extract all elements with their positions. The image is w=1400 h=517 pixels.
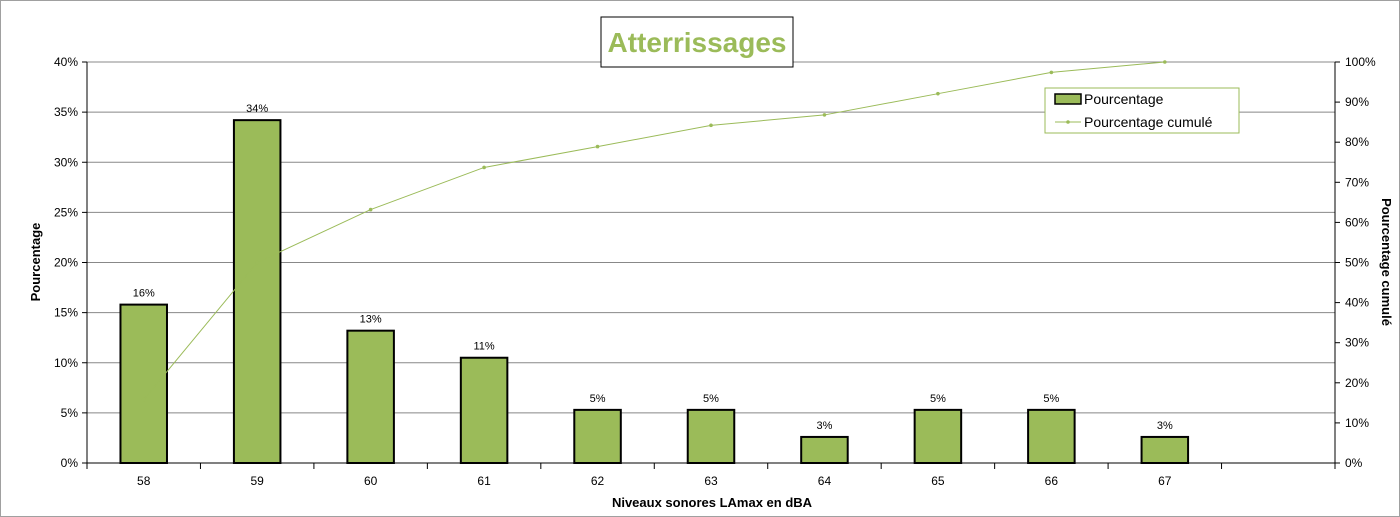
legend: Pourcentage Pourcentage cumulé — [1044, 87, 1240, 134]
bar — [346, 329, 395, 465]
x-tick-label: 58 — [137, 474, 151, 488]
y-tick-label: 40% — [54, 55, 78, 69]
x-tick-label: 59 — [251, 474, 265, 488]
bar — [573, 408, 622, 464]
line-point — [1049, 70, 1054, 75]
data-label: 5% — [1043, 393, 1059, 405]
line-point — [141, 397, 146, 402]
y2-tick-label: 30% — [1345, 336, 1369, 350]
y-tick-label: 30% — [54, 155, 78, 169]
legend-line-label: Pourcentage cumulé — [1084, 114, 1213, 130]
bar — [1140, 435, 1190, 464]
chart-title-box: Atterrissages — [600, 16, 794, 68]
y-tick-label: 15% — [54, 306, 78, 320]
line-point — [822, 113, 827, 117]
y-axis-title: Pourcentage — [28, 223, 43, 302]
x-tick-label: 66 — [1045, 474, 1059, 488]
y2-tick-label: 90% — [1345, 95, 1369, 109]
line-point — [936, 91, 940, 96]
x-tick-label: 67 — [1158, 474, 1172, 488]
y2-tick-label: 10% — [1345, 416, 1369, 430]
cumulative-line — [143, 61, 1165, 400]
y2-tick-label: 100% — [1345, 55, 1376, 69]
y-tick-label: 35% — [54, 105, 78, 119]
y2-tick-label: 40% — [1345, 296, 1369, 310]
line-point — [1163, 60, 1167, 64]
x-tick-label: 64 — [818, 474, 832, 488]
y2-tick-label: 0% — [1345, 456, 1363, 470]
x-tick-label: 60 — [364, 474, 378, 488]
bar — [686, 408, 736, 464]
data-label: 3% — [1157, 420, 1173, 432]
cumulative-line-series — [141, 60, 1167, 402]
x-tick-label: 65 — [931, 474, 945, 488]
legend-bar-label: Pourcentage — [1084, 91, 1164, 107]
y-tick-label: 20% — [54, 256, 78, 270]
y-tick-label: 25% — [54, 205, 78, 219]
tick-labels: 0% 5% 10% 15% 20% 25% 30% 35% 40% 0% 10% 20% 30% 40% 5… — [54, 55, 1376, 488]
line-point — [255, 260, 259, 265]
bar-series — [119, 119, 1190, 465]
line-point — [368, 207, 373, 212]
x-tick-label: 62 — [591, 474, 605, 488]
legend-bar-swatch — [1054, 93, 1082, 105]
y-tick-label: 10% — [54, 356, 78, 370]
data-label: 16% — [133, 288, 155, 300]
x-tick-label: 63 — [704, 474, 718, 488]
data-label: 5% — [930, 393, 946, 405]
data-label: 13% — [360, 314, 382, 326]
y-tick-label: 0% — [61, 456, 79, 470]
y2-tick-label: 50% — [1345, 256, 1369, 270]
data-label: 11% — [473, 341, 494, 353]
bar — [232, 119, 282, 465]
data-label: 3% — [817, 420, 833, 432]
data-label: 5% — [590, 393, 606, 405]
data-labels: 16% 34% 13% 11% 5% 5% 3% 5% 5% 3% — [133, 103, 1173, 432]
x-axis-title: Niveaux sonores LAmax en dBA — [612, 495, 813, 510]
data-label: 5% — [703, 393, 719, 405]
y2-axis-title: Pourcentage cumulé — [1379, 198, 1394, 326]
chart-title: Atterrissages — [608, 27, 787, 58]
data-label: 34% — [246, 103, 268, 115]
legend-line-marker — [1066, 120, 1070, 124]
y2-tick-label: 20% — [1345, 376, 1369, 390]
line-point — [595, 144, 600, 149]
bar — [1027, 408, 1076, 464]
y2-tick-label: 70% — [1345, 175, 1369, 189]
y-tick-label: 5% — [61, 406, 79, 420]
line-point — [482, 165, 486, 170]
x-tick-label: 61 — [477, 474, 491, 488]
line-point — [709, 123, 713, 128]
bar — [800, 435, 849, 464]
axes — [82, 61, 1340, 469]
y2-tick-label: 60% — [1345, 215, 1369, 229]
bar — [459, 356, 509, 464]
y2-tick-label: 80% — [1345, 135, 1369, 149]
bar — [119, 303, 168, 465]
bar — [913, 408, 963, 464]
